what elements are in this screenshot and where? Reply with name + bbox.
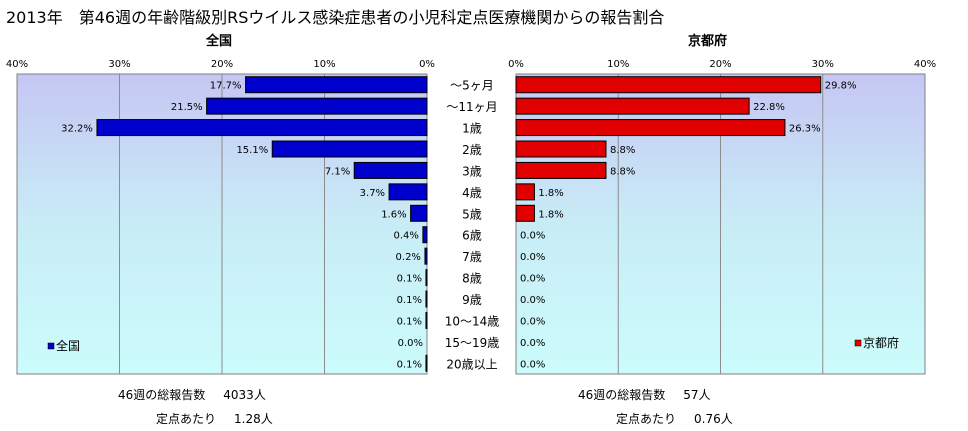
national-bar	[425, 354, 428, 372]
axis-ticks: 0% 10% 20% 30% 40% 0% 10% 20% 30% 40%	[6, 59, 936, 70]
national-tick-label: 20%	[211, 59, 233, 70]
national-data-label: 0.0%	[398, 338, 423, 349]
national-tick-label: 0%	[419, 59, 435, 70]
national-data-label: 0.1%	[397, 359, 422, 370]
kyoto-data-label: 1.8%	[538, 209, 563, 220]
kyoto-data-label: 0.0%	[520, 274, 545, 285]
kyoto-data-label: 0.0%	[520, 316, 545, 327]
kyoto-tick-label: 10%	[607, 59, 629, 70]
national-data-label: 32.2%	[61, 124, 93, 135]
national-bar	[388, 183, 428, 201]
national-tick-label: 30%	[108, 59, 130, 70]
national-bar	[245, 76, 428, 94]
category-label: 8歳	[462, 272, 482, 286]
national-data-label: 0.2%	[396, 252, 421, 263]
kyoto-tick-label: 0%	[508, 59, 524, 70]
kyoto-bar	[515, 161, 607, 179]
kyoto-data-label: 0.0%	[520, 252, 545, 263]
kyoto-bar	[515, 140, 607, 158]
kyoto-data-label: 1.8%	[538, 188, 563, 199]
kyoto-data-label: 0.0%	[520, 359, 545, 370]
kyoto-bar	[515, 97, 750, 115]
national-bar	[96, 119, 428, 137]
kyoto-data-label: 8.8%	[610, 145, 635, 156]
kyoto-per-label: 定点あたり	[616, 412, 677, 426]
national-data-label: 17.7%	[210, 81, 242, 92]
kyoto-bar	[515, 76, 822, 94]
national-per-label: 定点あたり	[156, 412, 217, 426]
kyoto-data-label: 8.8%	[610, 166, 635, 177]
kyoto-total-value: 57人	[683, 388, 711, 402]
national-bar	[425, 311, 428, 329]
national-per-value: 1.28人	[234, 412, 273, 426]
national-data-label: 0.1%	[397, 274, 422, 285]
national-bar	[206, 97, 428, 115]
national-data-label: 1.6%	[381, 209, 406, 220]
national-data-label: 0.1%	[397, 295, 422, 306]
kyoto-tick-label: 40%	[914, 59, 936, 70]
national-tick-label: 10%	[313, 59, 335, 70]
national-data-label: 0.1%	[397, 316, 422, 327]
national-data-label: 15.1%	[236, 145, 268, 156]
right-panel-title: 京都府	[688, 34, 728, 49]
kyoto-per-value: 0.76人	[694, 412, 733, 426]
data-labels: 17.7% 21.5% 32.2% 15.1% 7.1% 3.7% 1.6% 0.4% 0.2%…	[61, 81, 856, 371]
national-bar	[271, 140, 428, 158]
national-legend-label: 全国	[56, 338, 80, 353]
category-label: 5歳	[462, 207, 482, 221]
national-data-label: 0.4%	[393, 231, 418, 242]
kyoto-bar	[515, 204, 535, 222]
national-bar	[424, 247, 428, 265]
category-label: 4歳	[462, 186, 482, 200]
national-data-label: 21.5%	[171, 102, 203, 113]
national-total-label: 46週の総報告数	[118, 388, 206, 402]
category-label: 3歳	[462, 164, 482, 178]
kyoto-bar	[515, 183, 535, 201]
kyoto-data-label: 26.3%	[789, 124, 821, 135]
category-label: ～11ヶ月	[446, 100, 497, 114]
category-label: ～5ヶ月	[450, 79, 494, 93]
category-label: 2歳	[462, 143, 482, 157]
category-label: 6歳	[462, 229, 482, 243]
national-bar	[353, 161, 428, 179]
category-label: 15～19歳	[445, 336, 500, 350]
kyoto-tick-label: 20%	[709, 59, 731, 70]
kyoto-data-label: 22.8%	[753, 102, 785, 113]
national-data-label: 7.1%	[325, 166, 350, 177]
kyoto-total-label: 46週の総報告数	[578, 388, 666, 402]
kyoto-data-label: 0.0%	[520, 231, 545, 242]
kyoto-data-label: 0.0%	[520, 338, 545, 349]
national-bar	[422, 226, 428, 244]
category-label: 20歳以上	[446, 357, 497, 371]
kyoto-bar	[515, 119, 786, 137]
category-label: 1歳	[462, 122, 482, 136]
national-data-label: 3.7%	[360, 188, 385, 199]
kyoto-data-label: 29.8%	[825, 81, 857, 92]
national-legend-swatch	[47, 342, 55, 350]
kyoto-data-label: 0.0%	[520, 295, 545, 306]
category-labels: ～5ヶ月 ～11ヶ月 1歳 2歳 3歳 4歳 5歳 6歳 7歳 8歳 9歳 10～14歳 15～19歳 2…	[445, 79, 500, 372]
kyoto-legend-label: 京都府	[863, 335, 899, 350]
legends: 全国 京都府	[47, 335, 899, 353]
chart-title: 2013年 第46週の年齢階級別RSウイルス感染症患者の小児科定点医療機関からの…	[6, 8, 665, 27]
national-tick-label: 40%	[6, 59, 28, 70]
national-total-value: 4033人	[223, 388, 266, 402]
kyoto-legend-swatch	[854, 339, 862, 347]
national-bar	[425, 290, 428, 308]
national-bar	[425, 269, 428, 287]
category-label: 9歳	[462, 293, 482, 307]
category-label: 7歳	[462, 250, 482, 264]
left-panel-title: 全国	[206, 34, 233, 49]
category-label: 10～14歳	[445, 314, 500, 328]
bars	[96, 76, 822, 372]
kyoto-tick-label: 30%	[812, 59, 834, 70]
national-bar	[410, 204, 428, 222]
